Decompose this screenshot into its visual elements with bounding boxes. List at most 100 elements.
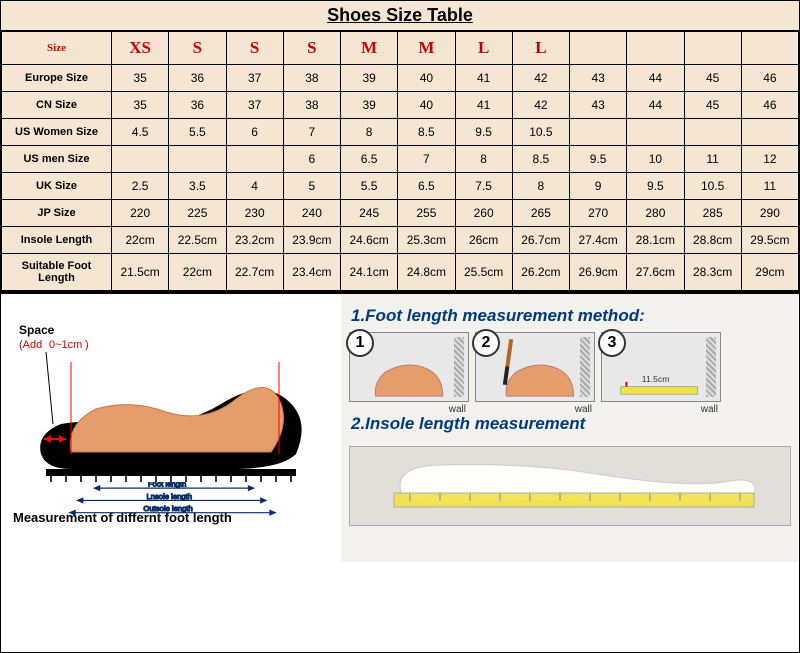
size-cell: 6.5	[341, 146, 398, 173]
size-cell: 40	[398, 65, 455, 92]
wall-icon	[580, 337, 590, 397]
size-cell: 45	[684, 92, 741, 119]
size-cell: 24.8cm	[398, 254, 455, 291]
size-cell: 46	[741, 65, 798, 92]
size-cell: 26.9cm	[570, 254, 627, 291]
size-cell: 270	[570, 200, 627, 227]
svg-text:(Add: (Add	[19, 339, 42, 351]
size-cell: 8.5	[512, 146, 569, 173]
wall-label: wall	[449, 404, 466, 415]
size-cell: 22cm	[169, 254, 226, 291]
header-code: L	[455, 32, 512, 65]
size-cell: 44	[627, 65, 684, 92]
size-cell: 220	[112, 200, 169, 227]
size-cell: 46	[741, 92, 798, 119]
size-cell: 25.3cm	[398, 227, 455, 254]
size-cell: 29.5cm	[741, 227, 798, 254]
size-cell: 225	[169, 200, 226, 227]
size-cell: 35	[112, 65, 169, 92]
header-code: S	[283, 32, 340, 65]
table-row: Europe Size353637383940414243444546	[2, 65, 799, 92]
size-cell: 8	[512, 173, 569, 200]
table-row: UK Size2.53.5455.56.57.5899.510.511	[2, 173, 799, 200]
size-cell: 22.7cm	[226, 254, 283, 291]
size-cell: 7	[283, 119, 340, 146]
row-label: Insole Length	[2, 227, 112, 254]
size-cell: 29cm	[741, 254, 798, 291]
size-cell: 28.3cm	[684, 254, 741, 291]
table-row: Suitable Foot Length21.5cm22cm22.7cm23.4…	[2, 254, 799, 291]
size-cell: 5.5	[169, 119, 226, 146]
step-1: 1 wall	[349, 332, 469, 402]
table-title: Shoes Size Table	[1, 1, 799, 31]
row-label: Suitable Foot Length	[2, 254, 112, 291]
size-cell: 6	[283, 146, 340, 173]
size-cell	[169, 146, 226, 173]
instructions-panel: 1.Foot length measurement method: 1 wall…	[341, 294, 799, 562]
step-3: 3 wall 11.5cm	[601, 332, 721, 402]
header-code: L	[512, 32, 569, 65]
size-cell: 37	[226, 65, 283, 92]
wall-icon	[706, 337, 716, 397]
svg-text:): )	[85, 339, 89, 351]
header-code: M	[398, 32, 455, 65]
size-cell: 265	[512, 200, 569, 227]
size-cell: 285	[684, 200, 741, 227]
size-cell: 9.5	[570, 146, 627, 173]
header-code: S	[226, 32, 283, 65]
size-cell: 10.5	[512, 119, 569, 146]
size-cell: 21.5cm	[112, 254, 169, 291]
row-label: US men Size	[2, 146, 112, 173]
size-cell: 40	[398, 92, 455, 119]
size-cell: 10.5	[684, 173, 741, 200]
table-row: US Women Size4.55.56788.59.510.5	[2, 119, 799, 146]
wall-label: wall	[575, 404, 592, 415]
foot-length-label: Foot length	[148, 482, 186, 489]
size-cell: 28.1cm	[627, 227, 684, 254]
size-cell: 23.9cm	[283, 227, 340, 254]
svg-text:0~1cm: 0~1cm	[49, 339, 82, 351]
size-cell: 43	[570, 92, 627, 119]
header-code	[570, 32, 627, 65]
size-cell: 5.5	[341, 173, 398, 200]
size-cell: 42	[512, 65, 569, 92]
measurement-steps: 1 wall 2 wall 3 wall 11.5cm	[349, 332, 791, 402]
header-code	[627, 32, 684, 65]
size-cell: 39	[341, 65, 398, 92]
table-row: CN Size353637383940414243444546	[2, 92, 799, 119]
size-cell: 36	[169, 65, 226, 92]
size-cell: 36	[169, 92, 226, 119]
size-cell: 41	[455, 92, 512, 119]
row-label: Europe Size	[2, 65, 112, 92]
wall-label: wall	[701, 404, 718, 415]
size-cell: 27.4cm	[570, 227, 627, 254]
size-cell: 10	[627, 146, 684, 173]
size-cell: 35	[112, 92, 169, 119]
size-cell: 4	[226, 173, 283, 200]
table-row: Insole Length22cm22.5cm23.2cm23.9cm24.6c…	[2, 227, 799, 254]
wall-icon	[454, 337, 464, 397]
size-cell: 7	[398, 146, 455, 173]
size-cell	[627, 119, 684, 146]
size-cell: 11	[684, 146, 741, 173]
size-cell: 38	[283, 65, 340, 92]
insole-length-label: Lnsole length	[146, 492, 192, 501]
table-row: US men Size 66.5788.59.5101112	[2, 146, 799, 173]
size-cell: 26.2cm	[512, 254, 569, 291]
size-cell: 255	[398, 200, 455, 227]
table-row: JP Size220225230240245255260265270280285…	[2, 200, 799, 227]
size-cell	[684, 119, 741, 146]
size-cell: 245	[341, 200, 398, 227]
size-cell: 9.5	[627, 173, 684, 200]
size-cell: 23.4cm	[283, 254, 340, 291]
size-cell	[112, 146, 169, 173]
size-cell: 8	[455, 146, 512, 173]
size-cell: 38	[283, 92, 340, 119]
row-label: JP Size	[2, 200, 112, 227]
size-cell	[570, 119, 627, 146]
size-cell: 39	[341, 92, 398, 119]
size-table-container: Shoes Size Table Size XS S S S M M L L E…	[1, 1, 799, 292]
header-size: Size	[2, 32, 112, 65]
size-cell: 12	[741, 146, 798, 173]
row-label: CN Size	[2, 92, 112, 119]
